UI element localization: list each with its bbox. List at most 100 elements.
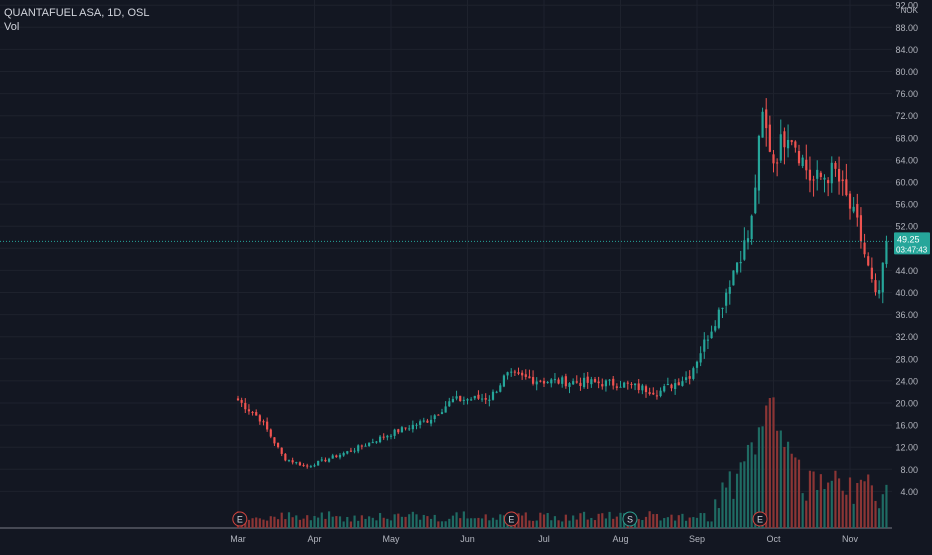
volume-bar [262,519,265,528]
candle-body [378,436,382,443]
candle-body [623,382,626,388]
candle-body [568,383,571,387]
price-tick-label: 8.00 [900,465,918,475]
candle-body [739,261,742,264]
volume-bar [462,511,465,528]
volume-bar [302,518,305,528]
price-tick-label: 4.00 [900,487,918,497]
volume-bar [655,513,659,528]
candle-body [400,427,404,433]
volume-bar [790,453,793,528]
candle-body [546,382,549,384]
volume-bar [306,515,309,528]
candle-body [276,442,280,448]
volume-bar [459,518,462,528]
earnings-marker[interactable]: E [752,511,768,527]
volume-bar [823,489,826,528]
candle-body [455,396,458,399]
volume-bar [284,519,287,528]
volume-bar [295,515,298,528]
candle-body [644,386,648,393]
volume-indicator-label[interactable]: Vol [4,21,20,33]
volume-bar [881,494,884,528]
candle-body [670,384,673,389]
candle-body [823,177,826,180]
candle-body [790,140,793,143]
candle-body [837,168,841,182]
split-marker[interactable]: S [622,511,638,527]
candle-body [794,141,797,148]
candle-body [604,380,608,387]
symbol-title[interactable]: QUANTAFUEL ASA, 1D, OSL [4,7,150,19]
candle-body [579,382,582,386]
volume-bar [652,514,655,528]
volume-bar [677,515,680,528]
candle-body [750,215,753,239]
candle-body [721,307,724,309]
volume-bar [440,521,444,528]
candle-body [808,169,812,181]
volume-bar [801,493,804,528]
volume-bar [378,513,382,528]
volume-bar [692,517,695,528]
candle-body [783,131,786,148]
candle-body [586,376,589,383]
earnings-marker[interactable]: E [232,511,248,527]
candle-body [404,427,407,429]
volume-bar [276,519,280,528]
candle-body [550,379,553,384]
volume-bar [317,517,320,528]
price-tick-label: 60.00 [895,178,918,188]
volume-bar [601,513,604,528]
candle-body [353,450,356,452]
volume-bar [466,518,469,528]
time-tick-label: Nov [842,534,859,544]
earnings-marker[interactable]: E [503,511,519,527]
volume-bar [273,516,276,528]
candle-body [819,172,822,177]
volume-bar [754,454,757,528]
candle-body [364,445,367,447]
volume-bar [568,520,571,528]
candle-body [827,180,830,184]
candle-body [834,162,837,169]
volume-bar [499,514,502,528]
candle-body [440,412,444,415]
candle-body [462,399,465,401]
volume-bar [597,513,600,528]
volume-bar [539,512,542,528]
volume-bar [422,514,425,528]
volume-bar [816,489,819,528]
volume-bar [455,512,458,528]
price-tick-label: 16.00 [895,421,918,431]
candle-body [393,429,396,436]
candle-body [870,267,873,280]
volume-bar [473,518,476,528]
volume-bar [397,513,400,528]
price-tick-label: 64.00 [895,155,918,165]
candle-body [630,383,633,385]
candle-body [597,381,600,384]
candle-body [470,399,473,401]
volume-bar [666,517,669,528]
candle-body [830,162,833,184]
candle-body [582,377,586,388]
candle-body [779,134,782,161]
volume-bar [786,441,790,528]
candle-body [648,392,651,394]
candle-body [710,331,713,339]
volume-bar [502,515,506,528]
volume-bar [867,474,870,528]
candle-body [309,466,312,468]
candle-body [728,287,731,294]
time-tick-label: Apr [307,534,321,544]
candle-body [284,453,287,461]
volume-bar [451,515,455,528]
volume-bar [244,520,247,528]
candle-body [408,428,411,430]
volume-bar [550,520,553,528]
candle-body [575,381,578,383]
candle-body [459,395,462,402]
